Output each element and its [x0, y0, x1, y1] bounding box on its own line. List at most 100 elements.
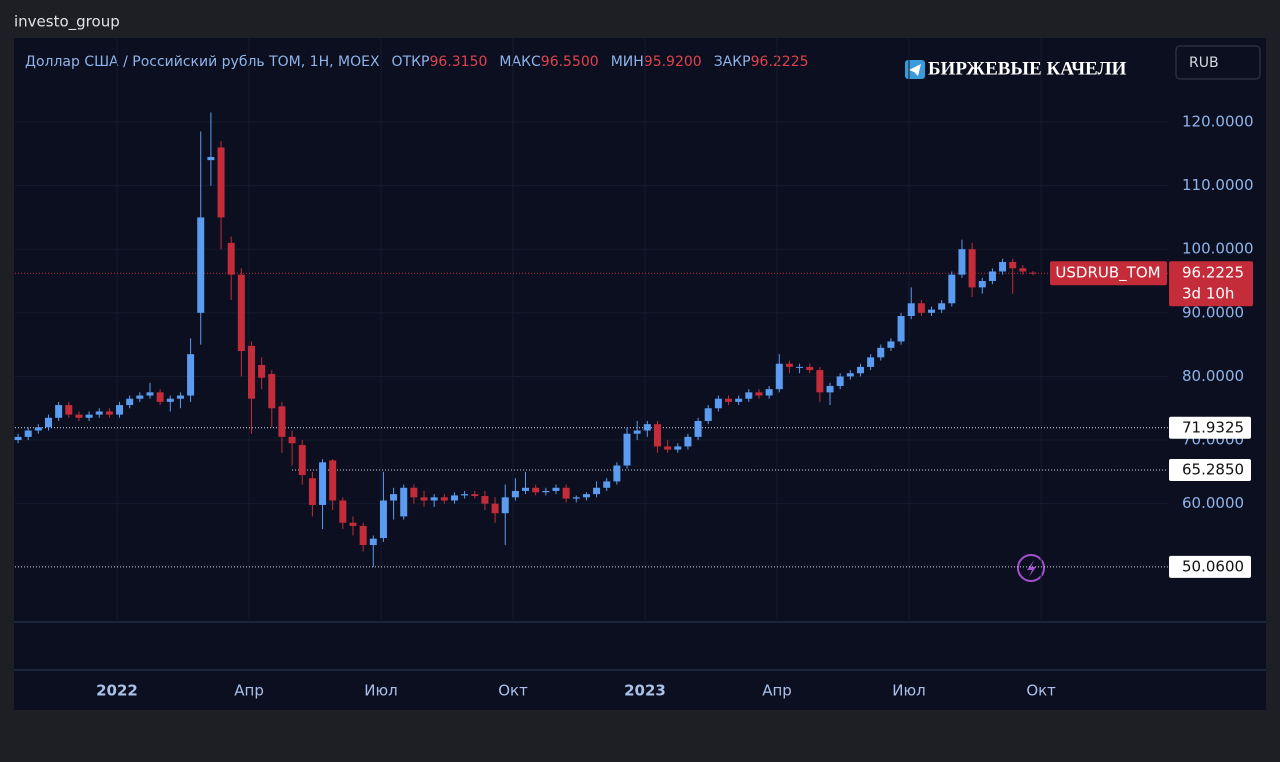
candle-body [714, 398, 722, 409]
candle-body [1029, 272, 1037, 274]
candle-body [826, 385, 834, 393]
candle-body [450, 495, 458, 501]
candle-body [562, 487, 570, 499]
candle-body [897, 316, 905, 342]
candle-body [126, 398, 134, 406]
level-box [1169, 555, 1251, 578]
candle-body [268, 373, 276, 409]
candle-body [329, 460, 337, 501]
candle-body [613, 465, 621, 482]
legend-key: МАКС [499, 54, 541, 70]
candle-body [410, 487, 418, 498]
candle-body [593, 487, 601, 495]
level-label: 71.9325 [1182, 418, 1244, 436]
candle-body [582, 494, 590, 498]
candle-body [664, 446, 672, 450]
candle-body [684, 436, 692, 447]
watermark: БИРЖЕВЫЕ КАЧЕЛИ [928, 58, 1127, 79]
level-box [1169, 459, 1251, 482]
countdown-label: 3d 10h [1182, 285, 1234, 303]
candle-body [653, 424, 661, 447]
telegram-plane [909, 64, 921, 76]
candle-body [785, 363, 793, 367]
candle-body [197, 217, 205, 313]
candles [14, 112, 1037, 567]
y-tick-label: 80.0000 [1182, 367, 1244, 385]
candle-body [643, 424, 651, 431]
candle-body [136, 395, 144, 399]
legend-key: ЗАКР [714, 54, 751, 70]
candle-body [907, 303, 915, 317]
candle-body [400, 487, 408, 517]
symbol-label: USDRUB_TOM [1055, 264, 1160, 283]
y-tick-label: 100.0000 [1182, 240, 1254, 258]
candle-body [95, 411, 103, 415]
candle-body [369, 538, 377, 546]
y-tick-label: 90.0000 [1182, 303, 1244, 321]
x-tick-label: Июл [364, 682, 397, 700]
candle-body [887, 341, 895, 348]
candle-body [856, 366, 864, 374]
candle-body [319, 462, 327, 505]
candle-body [116, 405, 124, 415]
candle-body [765, 389, 773, 396]
candle-body [65, 405, 73, 415]
candle-body [1019, 268, 1027, 272]
candle-body [166, 398, 174, 402]
candle-body [379, 500, 387, 539]
last-price-box [1169, 261, 1253, 307]
candle-body [532, 487, 540, 493]
y-tick-label: 120.0000 [1182, 112, 1254, 130]
candle-body [775, 363, 783, 390]
channel-name: investo_group [14, 13, 120, 32]
candle-body [440, 497, 448, 501]
candle-body [603, 481, 611, 488]
candle-body [867, 357, 875, 367]
symbol-box [1050, 261, 1167, 286]
candle-body [75, 414, 83, 418]
currency-label[interactable]: RUB [1189, 55, 1219, 71]
candle-body [968, 249, 976, 288]
candle-body [522, 487, 530, 491]
candle-body [390, 494, 398, 501]
alert-icon[interactable] [1017, 554, 1045, 582]
x-tick-label: Окт [1026, 682, 1056, 700]
candle-body [34, 427, 42, 431]
y-tick-label: 60.0000 [1182, 494, 1244, 512]
x-tick-label: Апр [234, 682, 264, 700]
candle-body [988, 271, 996, 282]
candle-body [633, 430, 641, 434]
candle-body [836, 376, 844, 386]
candle-body [552, 487, 560, 491]
candle-body [999, 261, 1007, 272]
candle-body [958, 249, 966, 275]
candle-body [978, 281, 986, 288]
candle-body [623, 433, 631, 466]
legend-value: 96.5500 [541, 54, 599, 70]
candle-body [481, 496, 489, 504]
candle-body [308, 478, 316, 505]
candle-body [359, 525, 367, 546]
y-tick-label: 110.0000 [1182, 176, 1254, 194]
candle-body [572, 497, 580, 499]
candle-body [511, 490, 519, 498]
candle-body [745, 392, 753, 399]
candle-body [24, 430, 32, 437]
candle-body [85, 414, 93, 418]
last-price-label: 96.2225 [1182, 264, 1244, 282]
legend: Доллар США / Российский рубль TOM, 1H, M… [25, 54, 809, 70]
currency-button[interactable] [1175, 45, 1261, 80]
candle-body [501, 497, 509, 514]
chart-panel [14, 38, 1266, 710]
alert-bolt [1027, 560, 1036, 577]
candle-body [928, 309, 936, 313]
candle-body [105, 411, 113, 415]
candle-body [471, 494, 479, 497]
candle-body [14, 436, 22, 441]
candle-body [227, 242, 235, 275]
x-tick-label: Июл [892, 682, 925, 700]
x-tick-label: 2023 [624, 682, 666, 700]
candle-body [806, 366, 814, 371]
